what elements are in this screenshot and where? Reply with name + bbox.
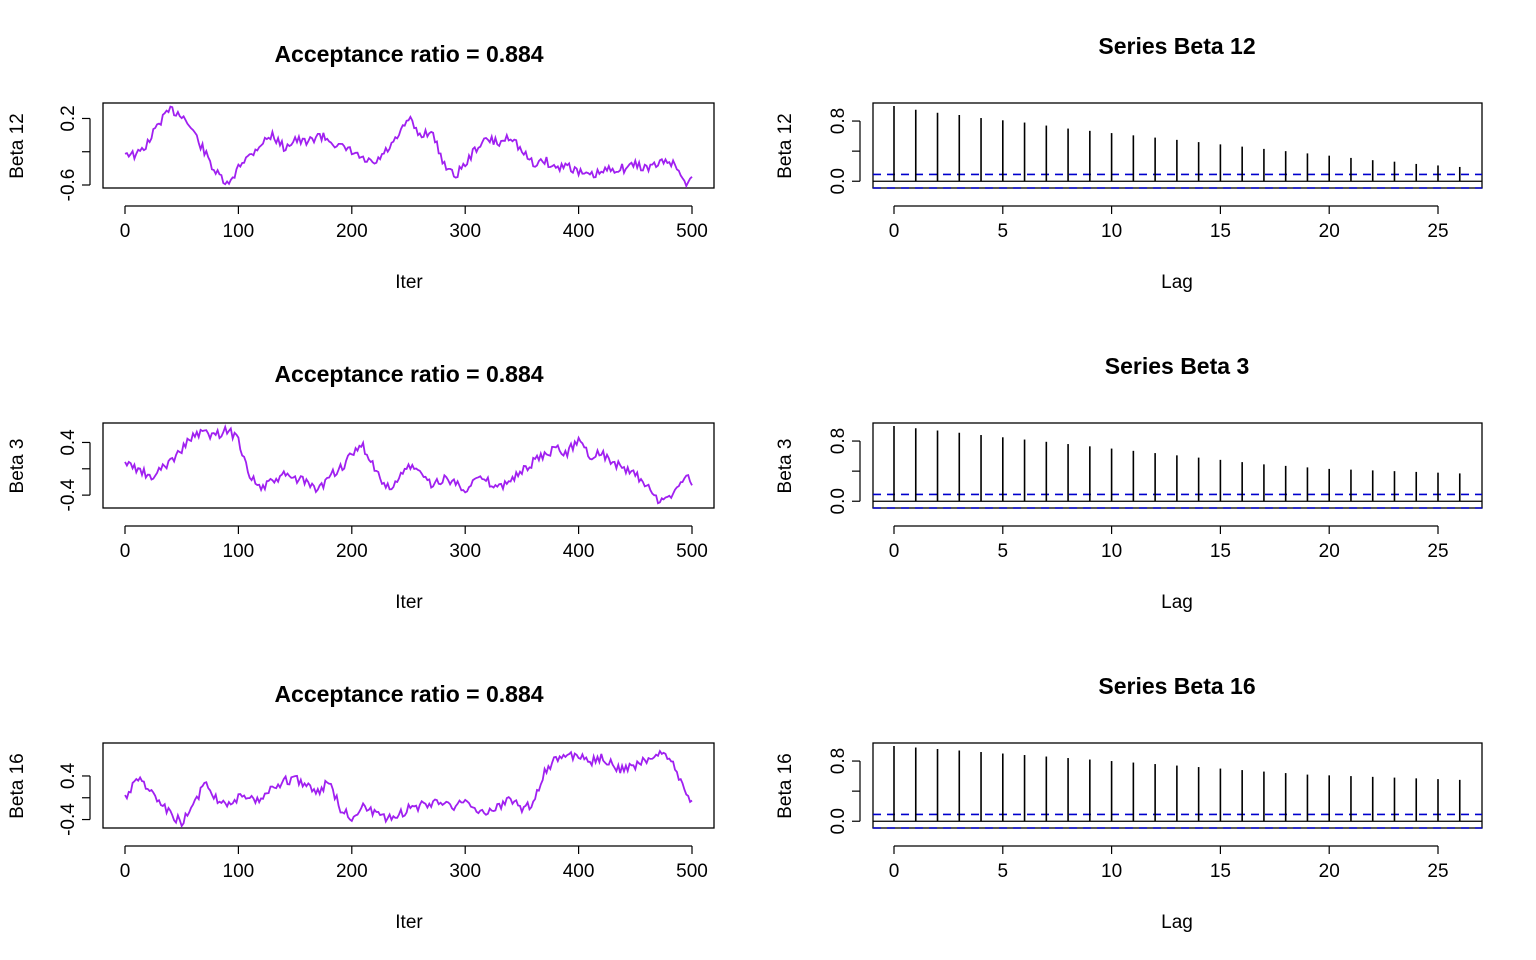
x-tick-label: 400 [563,541,595,562]
x-tick-label: 25 [1427,861,1448,882]
x-axis-label: Iter [395,912,423,933]
x-tick-label: 10 [1101,861,1122,882]
x-tick-label: 300 [449,861,481,882]
x-axis-label: Iter [395,592,423,613]
panel-title: Series Beta 12 [1098,33,1255,59]
x-tick-label: 15 [1210,861,1231,882]
x-tick-label: 100 [223,541,255,562]
trace-panel-beta-3: Acceptance ratio = 0.884 Iter Beta 3 0 10… [7,361,715,613]
plot-frame [872,102,1483,189]
x-axis-label: Lag [1161,912,1193,933]
x-tick-label: 15 [1210,541,1231,562]
x-tick-label: 15 [1210,221,1231,242]
x-tick-label: 0 [120,541,131,562]
y-axis-label: Beta 3 [775,439,796,494]
y-tick-label: -0.4 [58,478,79,511]
x-tick-label: 400 [563,221,595,242]
x-tick-label: 0 [889,221,900,242]
acf-panel-beta-3: Series Beta 3 Lag Beta 3 0 5 10 15 20 25 0.0 0.… [775,353,1483,613]
y-axis-label: Beta 12 [775,113,796,179]
x-tick-label: 10 [1101,221,1122,242]
x-axis-label: Lag [1161,272,1193,293]
y-tick-label: 0.8 [828,108,849,134]
x-tick-label: 25 [1427,541,1448,562]
acf-panel-beta-12: Series Beta 12 Lag Beta 12 0 5 10 15 20 25 0.0… [775,33,1483,293]
panel-title: Acceptance ratio = 0.884 [274,361,543,387]
plot-frame [872,742,1483,829]
x-tick-label: 200 [336,861,368,882]
trace-line [124,105,693,189]
x-tick-label: 20 [1319,861,1340,882]
x-tick-label: 100 [223,861,255,882]
y-tick-label: 0.0 [828,488,849,514]
panel-title: Acceptance ratio = 0.884 [274,41,543,67]
x-tick-label: 0 [889,541,900,562]
panel-title: Series Beta 16 [1098,673,1255,699]
x-tick-label: 200 [336,541,368,562]
x-tick-label: 5 [998,541,1009,562]
y-tick-label: 0.4 [58,762,79,789]
trace-line [124,423,693,505]
x-tick-label: 300 [449,541,481,562]
y-tick-label: 0.4 [58,429,79,456]
y-tick-label: 0.0 [828,168,849,194]
y-tick-label: 0.8 [828,748,849,774]
plot-frame [102,422,715,509]
y-tick-label: 0.2 [58,105,79,131]
x-tick-label: 500 [676,221,708,242]
x-tick-label: 20 [1319,541,1340,562]
y-tick-label: -0.4 [58,803,79,836]
panel-title: Acceptance ratio = 0.884 [274,681,543,707]
x-tick-label: 5 [998,221,1009,242]
x-tick-label: 0 [889,861,900,882]
x-tick-label: 5 [998,861,1009,882]
x-tick-label: 500 [676,861,708,882]
y-axis-label: Beta 12 [7,113,28,179]
trace-line [124,749,693,828]
x-tick-label: 100 [223,221,255,242]
plot-frame [102,102,715,189]
x-tick-label: 500 [676,541,708,562]
x-tick-label: 200 [336,221,368,242]
plot-frame [872,422,1483,509]
x-tick-label: 400 [563,861,595,882]
x-tick-label: 0 [120,221,131,242]
x-axis-label: Lag [1161,592,1193,613]
x-tick-label: 25 [1427,221,1448,242]
y-tick-label: 0.8 [828,428,849,454]
trace-panel-beta-12: Acceptance ratio = 0.884 Iter Beta 12 0 1… [7,41,715,293]
y-tick-label: 0.0 [828,808,849,834]
x-tick-label: 300 [449,221,481,242]
y-axis-label: Beta 3 [7,439,28,494]
y-tick-label: -0.6 [58,169,79,202]
y-axis-label: Beta 16 [7,753,28,819]
x-tick-label: 20 [1319,221,1340,242]
x-axis-label: Iter [395,272,423,293]
panel-title: Series Beta 3 [1105,353,1249,379]
x-tick-label: 0 [120,861,131,882]
acf-panel-beta-16: Series Beta 16 Lag Beta 16 0 5 10 15 20 25 0.0… [775,673,1483,933]
trace-panel-beta-16: Acceptance ratio = 0.884 Iter Beta 16 0 1… [7,681,715,933]
plot-frame [102,742,715,829]
x-tick-label: 10 [1101,541,1122,562]
y-axis-label: Beta 16 [775,753,796,819]
